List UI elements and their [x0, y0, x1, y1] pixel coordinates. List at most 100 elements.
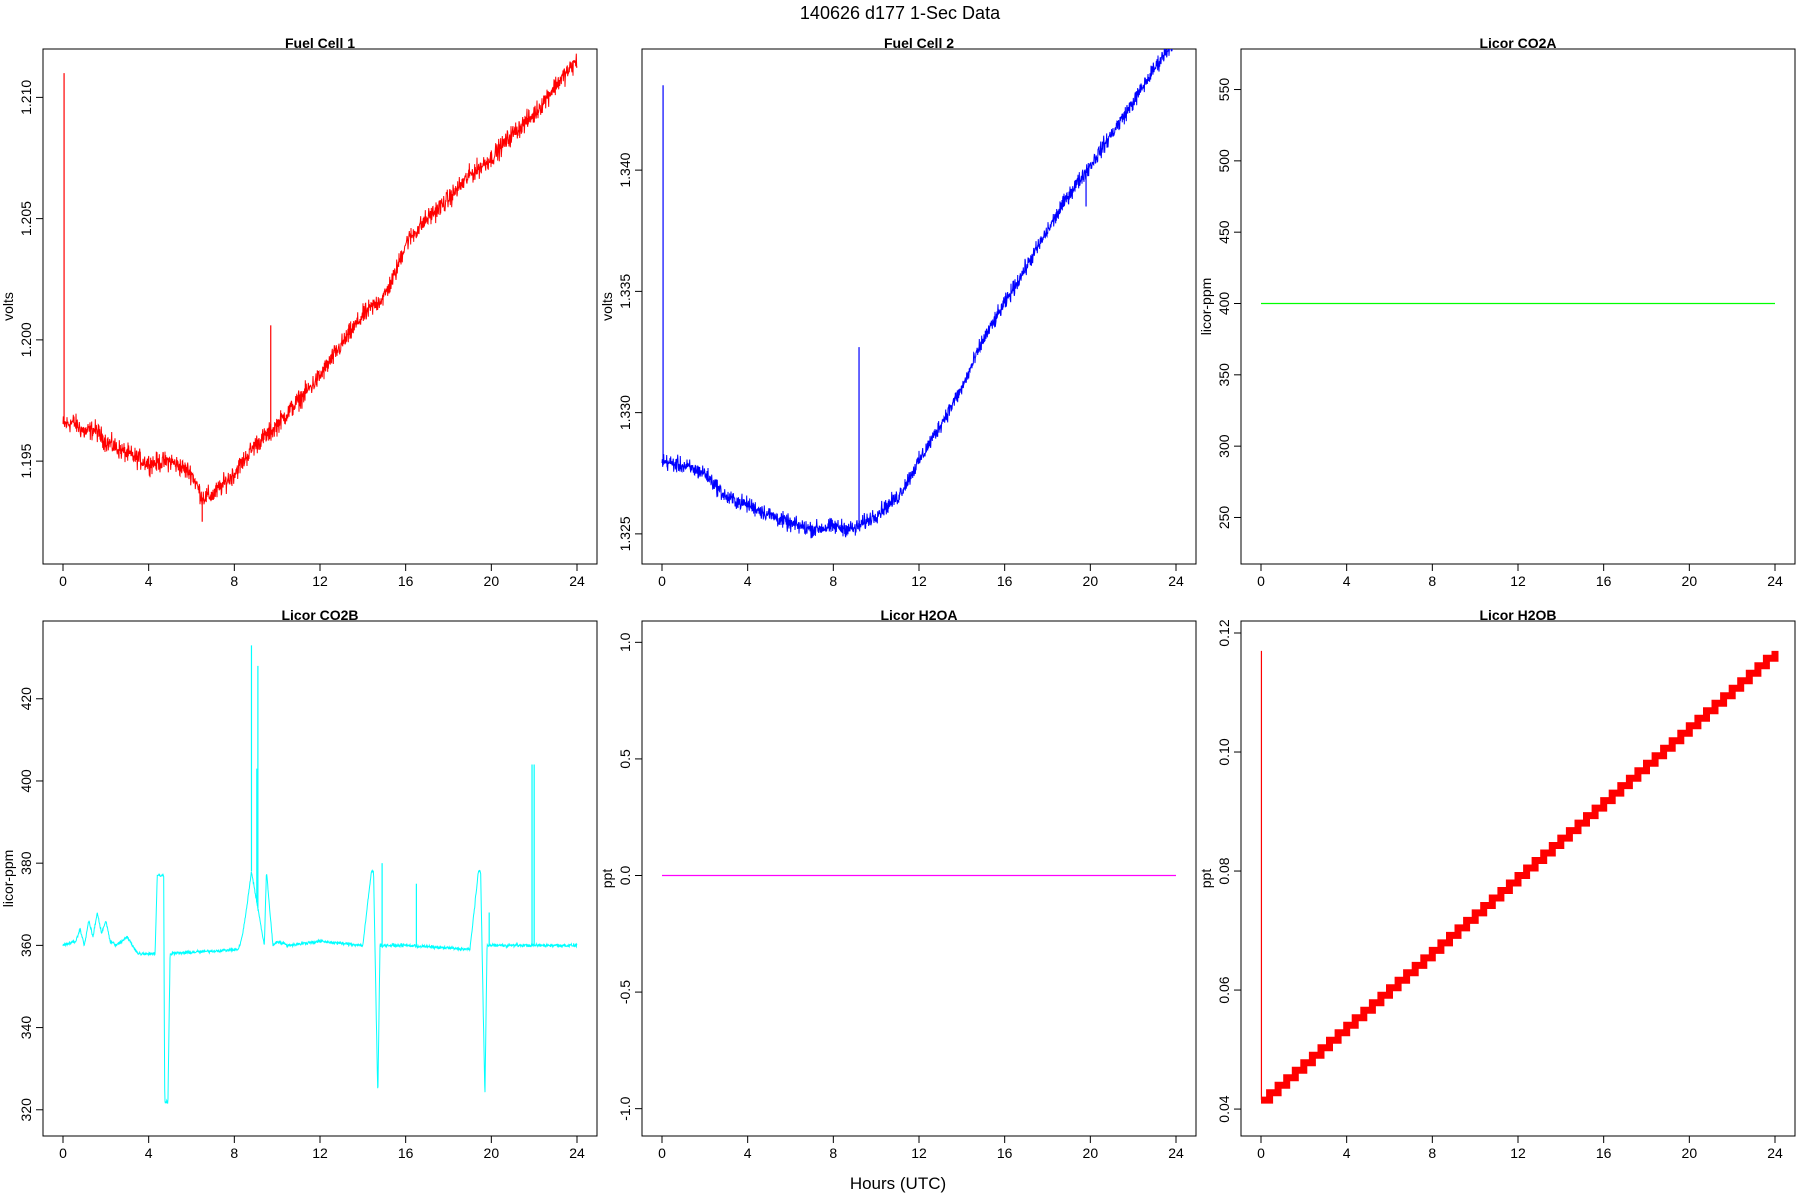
- x-tick-label: 24: [1168, 573, 1184, 589]
- x-tick-label: 12: [312, 573, 328, 589]
- x-tick-label: 12: [911, 573, 927, 589]
- y-tick-label: 0.0: [617, 866, 633, 886]
- x-tick-label: 24: [569, 573, 585, 589]
- series-group: [1260, 650, 1779, 1104]
- x-tick-label: 8: [230, 1145, 238, 1161]
- plot-frame: [1240, 48, 1796, 565]
- y-tick-label: 0.06: [1216, 976, 1232, 1003]
- y-axis-label: ppt: [599, 869, 615, 889]
- series-line: [62, 53, 578, 506]
- x-tick-label: 12: [1510, 573, 1526, 589]
- page-title: 140626 d177 1-Sec Data: [800, 3, 1001, 23]
- series-group: [661, 49, 1173, 539]
- series-line: [62, 869, 578, 1104]
- y-tick-label: 0.5: [617, 749, 633, 769]
- y-tick-label: 1.210: [18, 80, 34, 115]
- x-tick-label: 24: [1767, 1145, 1783, 1161]
- y-tick-label: 0.04: [1216, 1095, 1232, 1122]
- x-tick-label: 24: [1168, 1145, 1184, 1161]
- x-tick-label: 4: [744, 573, 752, 589]
- chart-panel-4: Licor CO2B licor-ppm 0 4 8 12 16 20 24 320 340 360 3…: [0, 607, 598, 1161]
- x-tick-label: 4: [744, 1145, 752, 1161]
- plot-frame: [641, 620, 1197, 1137]
- plot-frame: [42, 48, 598, 565]
- x-tick-label: 12: [911, 1145, 927, 1161]
- x-tick-label: 0: [658, 1145, 666, 1161]
- y-tick-label: 500: [1216, 149, 1232, 173]
- x-tick-label: 12: [1510, 1145, 1526, 1161]
- x-tick-label: 12: [312, 1145, 328, 1161]
- y-tick-label: 550: [1216, 78, 1232, 102]
- y-tick-label: 420: [18, 687, 34, 711]
- y-tick-label: 1.335: [617, 274, 633, 309]
- x-tick-label: 4: [1343, 1145, 1351, 1161]
- chart-panel-6: Licor H2OB ppt 0 4 8 12 16 20 24 0.04 0.06 0.08 0.10…: [1198, 607, 1796, 1161]
- panel-title: Fuel Cell 2: [884, 35, 954, 51]
- x-tick-label: 8: [829, 573, 837, 589]
- y-tick-label: 0.10: [1216, 738, 1232, 765]
- plot-frame: [641, 48, 1197, 565]
- y-tick-label: 400: [1216, 292, 1232, 316]
- x-tick-label: 24: [1767, 573, 1783, 589]
- chart-panel-5: Licor H2OA ppt 0 4 8 12 16 20 24 -1.0 -0.5 0.0 0.5 1.…: [599, 607, 1197, 1161]
- y-axis-label: volts: [0, 292, 16, 321]
- x-tick-label: 8: [230, 573, 238, 589]
- chart-panel-2: Fuel Cell 2 volts 0 4 8 12 16 20 24 1.325 1.330 1.3…: [599, 35, 1197, 589]
- y-axis-label: licor-ppm: [1198, 278, 1214, 336]
- y-tick-label: 360: [18, 933, 34, 957]
- y-tick-label: 340: [18, 1016, 34, 1040]
- x-tick-label: 8: [829, 1145, 837, 1161]
- x-tick-label: 0: [1257, 1145, 1265, 1161]
- y-tick-label: -0.5: [617, 980, 633, 1004]
- x-tick-label: 8: [1428, 573, 1436, 589]
- x-tick-label: 20: [1682, 1145, 1698, 1161]
- y-tick-label: 300: [1216, 434, 1232, 458]
- x-tick-label: 20: [1682, 573, 1698, 589]
- x-tick-label: 4: [145, 1145, 153, 1161]
- y-tick-label: 320: [18, 1098, 34, 1122]
- panel-title: Fuel Cell 1: [285, 35, 355, 51]
- y-tick-label: -1.0: [617, 1096, 633, 1120]
- y-tick-label: 1.205: [18, 201, 34, 236]
- x-tick-label: 16: [1596, 573, 1612, 589]
- x-tick-label: 0: [1257, 573, 1265, 589]
- y-tick-label: 1.195: [18, 443, 34, 478]
- panel-title: Licor H2OB: [1479, 607, 1556, 623]
- y-axis-label: licor-ppm: [0, 850, 16, 908]
- x-tick-label: 16: [997, 1145, 1013, 1161]
- x-tick-label: 4: [145, 573, 153, 589]
- y-tick-label: 0.12: [1216, 619, 1232, 646]
- chart-panel-3: Licor CO2A licor-ppm 0 4 8 12 16 20 24 250 300 350 4…: [1198, 35, 1796, 589]
- x-tick-label: 0: [59, 1145, 67, 1161]
- y-tick-label: 1.340: [617, 152, 633, 187]
- x-tick-label: 16: [398, 573, 414, 589]
- y-tick-label: 250: [1216, 506, 1232, 530]
- x-tick-label: 4: [1343, 573, 1351, 589]
- y-tick-label: 350: [1216, 363, 1232, 387]
- x-tick-label: 24: [569, 1145, 585, 1161]
- x-tick-label: 16: [997, 573, 1013, 589]
- panel-title: Licor H2OA: [880, 607, 957, 623]
- panel-title: Licor CO2A: [1479, 35, 1556, 51]
- x-tick-label: 8: [1428, 1145, 1436, 1161]
- plot-frame: [42, 620, 598, 1137]
- y-tick-label: 0.08: [1216, 857, 1232, 884]
- x-tick-label: 20: [484, 573, 500, 589]
- x-tick-label: 20: [484, 1145, 500, 1161]
- series-group: [62, 53, 578, 522]
- x-tick-label: 20: [1083, 1145, 1099, 1161]
- chart-panel-1: Fuel Cell 1 volts 0 4 8 12 16 20 24 1.195 1.200 1.2…: [0, 35, 598, 589]
- y-tick-label: 1.330: [617, 395, 633, 430]
- x-tick-label: 16: [398, 1145, 414, 1161]
- x-tick-label: 0: [658, 573, 666, 589]
- y-tick-label: 1.0: [617, 632, 633, 652]
- series-group: [62, 645, 578, 1104]
- y-tick-label: 400: [18, 769, 34, 793]
- x-tick-label: 0: [59, 573, 67, 589]
- y-tick-label: 1.325: [617, 516, 633, 551]
- shared-x-axis-label: Hours (UTC): [850, 1174, 946, 1193]
- y-tick-label: 1.200: [18, 322, 34, 357]
- series-line: [661, 49, 1173, 539]
- panels-container: Fuel Cell 1 volts 0 4 8 12 16 20 24 1.195 1.200 1.2…: [0, 35, 1796, 1161]
